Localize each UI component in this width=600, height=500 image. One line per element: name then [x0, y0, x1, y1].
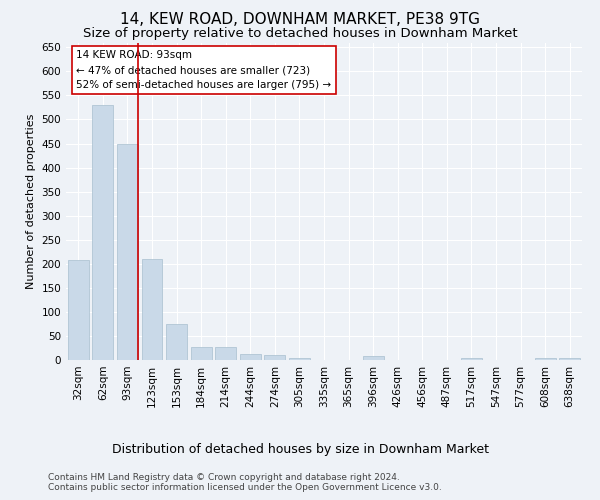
Bar — [559, 358, 580, 360]
Bar — [92, 105, 113, 360]
Text: Contains public sector information licensed under the Open Government Licence v3: Contains public sector information licen… — [48, 484, 442, 492]
Bar — [117, 144, 138, 360]
Bar — [142, 259, 163, 360]
Text: Contains HM Land Registry data © Crown copyright and database right 2024.: Contains HM Land Registry data © Crown c… — [48, 472, 400, 482]
Text: 14, KEW ROAD, DOWNHAM MARKET, PE38 9TG: 14, KEW ROAD, DOWNHAM MARKET, PE38 9TG — [120, 12, 480, 28]
Bar — [240, 354, 261, 360]
Bar — [191, 347, 212, 360]
Text: Distribution of detached houses by size in Downham Market: Distribution of detached houses by size … — [112, 442, 488, 456]
Y-axis label: Number of detached properties: Number of detached properties — [26, 114, 36, 289]
Bar — [265, 355, 286, 360]
Bar — [362, 356, 383, 360]
Bar — [289, 358, 310, 360]
Bar — [535, 358, 556, 360]
Bar — [461, 358, 482, 360]
Bar — [68, 260, 89, 360]
Text: 14 KEW ROAD: 93sqm
← 47% of detached houses are smaller (723)
52% of semi-detach: 14 KEW ROAD: 93sqm ← 47% of detached hou… — [76, 50, 331, 90]
Bar — [215, 348, 236, 360]
Bar — [166, 324, 187, 360]
Text: Size of property relative to detached houses in Downham Market: Size of property relative to detached ho… — [83, 28, 517, 40]
